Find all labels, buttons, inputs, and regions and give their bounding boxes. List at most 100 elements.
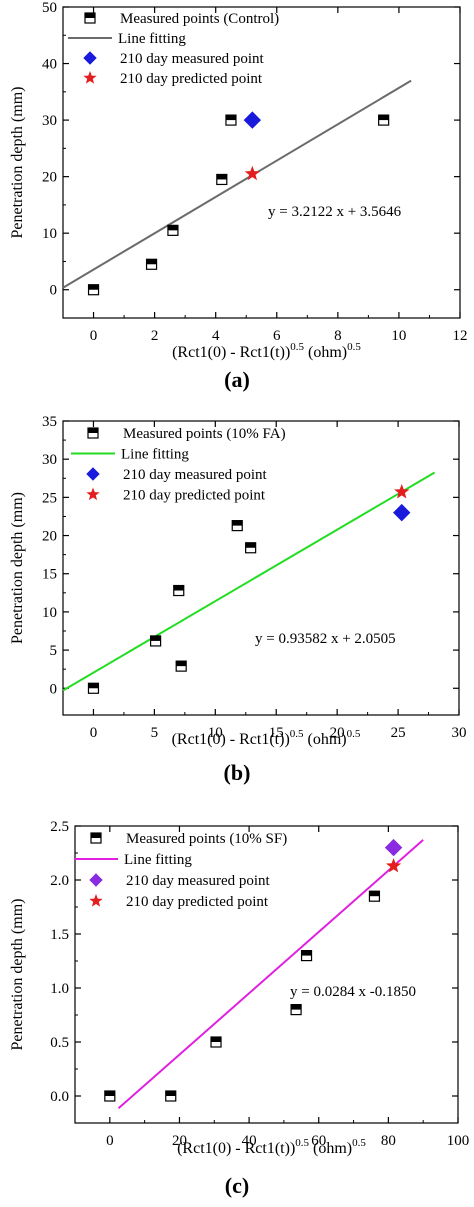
y-axis-label: Penetration depth (mm) bbox=[9, 492, 26, 644]
x-axis-label-unit: (ohm) bbox=[304, 731, 347, 748]
measured-point bbox=[173, 584, 185, 597]
measured-point-fill bbox=[104, 1091, 115, 1096]
measured-point bbox=[245, 542, 257, 554]
measured-point-fill bbox=[378, 115, 389, 121]
legend-day210-predicted-symbol bbox=[83, 71, 97, 84]
x-tick-label: 6 bbox=[273, 328, 281, 344]
fit-line bbox=[62, 79, 412, 289]
measured-point bbox=[231, 520, 243, 532]
measured-point bbox=[225, 114, 237, 126]
panel-label: (a) bbox=[224, 367, 250, 392]
fit-equation: y = 0.93582 x + 2.0505 bbox=[255, 631, 396, 647]
fit-equation: y = 0.0284 x -0.1850 bbox=[290, 984, 416, 1000]
day210-measured-point bbox=[384, 838, 403, 857]
measured-point bbox=[175, 660, 187, 672]
legend-measured-symbol bbox=[84, 12, 96, 24]
y-tick-label: 1.5 bbox=[50, 927, 69, 943]
y-tick-label: 0 bbox=[50, 283, 58, 299]
legend-day210-predicted-symbol bbox=[89, 894, 103, 907]
legend-measured-symbol-fill bbox=[91, 833, 101, 838]
y-tick-label: 40 bbox=[42, 57, 57, 73]
y-tick-label: 0.5 bbox=[50, 1035, 69, 1051]
measured-point bbox=[165, 1090, 177, 1102]
x-tick-label: 25 bbox=[391, 725, 406, 741]
legend-day210-predicted-label: 210 day predicted point bbox=[123, 488, 266, 504]
chart-b-svg: 0 5 10 15 20 25 30 0 5 10 15 20 25 30 35 Penetration de… bbox=[9, 414, 467, 785]
day210-predicted-point bbox=[385, 857, 402, 873]
x-axis-label-sup1: 0.5 bbox=[290, 341, 304, 353]
chart-panel-a: 0 2 4 6 8 10 12 0 10 20 30 40 50 Penetration depth (m… bbox=[0, 0, 474, 400]
day210-measured-point bbox=[393, 503, 411, 522]
measured-point-fill bbox=[88, 284, 99, 290]
y-tick-label: 25 bbox=[42, 490, 57, 506]
measured-point bbox=[87, 284, 100, 296]
fit-line bbox=[117, 839, 424, 1110]
chart-a-svg: 0 2 4 6 8 10 12 0 10 20 30 40 50 Penetration depth (m… bbox=[9, 0, 468, 392]
legend-fit-label: Line fitting bbox=[118, 31, 186, 47]
x-axis-label-unit: (ohm) bbox=[309, 1140, 352, 1157]
x-tick-label: 30 bbox=[452, 725, 467, 741]
x-axis-label-unit: (ohm) bbox=[304, 344, 347, 361]
measured-point-fill bbox=[232, 520, 243, 526]
x-axis-label: (Rct1(0) - Rct1(t))0.5 (ohm)0.5 bbox=[172, 341, 361, 361]
y-axis-label: Penetration depth (mm) bbox=[9, 899, 26, 1051]
measured-point bbox=[104, 1090, 116, 1102]
day210-measured-point bbox=[243, 111, 262, 129]
measured-point bbox=[378, 114, 390, 126]
x-axis-label-main: (Rct1(0) - Rct1(t)) bbox=[177, 1140, 295, 1157]
legend-day210-measured-label: 210 day measured point bbox=[123, 467, 268, 483]
measured-point-fill bbox=[216, 174, 227, 180]
panel-label: (c) bbox=[225, 1173, 249, 1198]
y-tick-label: 20 bbox=[42, 529, 57, 545]
panel-label: (b) bbox=[224, 760, 251, 785]
x-tick-label: 40 bbox=[242, 1133, 257, 1149]
legend-measured-label: Measured points (Control) bbox=[120, 11, 279, 27]
legend-measured-symbol bbox=[87, 427, 99, 439]
measured-point-fill bbox=[167, 225, 178, 231]
x-axis-label-sup1: 0.5 bbox=[295, 1137, 309, 1149]
y-tick-label: 20 bbox=[42, 170, 57, 186]
x-tick-label: 100 bbox=[447, 1133, 470, 1149]
x-tick-label: 20 bbox=[330, 725, 345, 741]
legend-day210-measured-label: 210 day measured point bbox=[120, 51, 265, 67]
fit-line bbox=[62, 471, 436, 692]
plot-frame bbox=[62, 420, 460, 716]
x-tick-label: 8 bbox=[334, 328, 342, 344]
y-tick-label: 10 bbox=[42, 226, 57, 242]
measured-point-fill bbox=[211, 1037, 222, 1042]
y-tick-label: 2.5 bbox=[50, 819, 69, 835]
measured-point bbox=[145, 258, 158, 270]
x-axis-label-sup2: 0.5 bbox=[352, 1137, 366, 1149]
measured-point bbox=[300, 950, 313, 962]
y-tick-label: 35 bbox=[42, 414, 57, 430]
measured-point-fill bbox=[165, 1091, 176, 1096]
measured-point-fill bbox=[301, 950, 312, 956]
measured-point bbox=[368, 890, 381, 902]
x-axis-label-sup2: 0.5 bbox=[347, 341, 361, 353]
y-tick-label: 15 bbox=[42, 567, 57, 583]
y-tick-label: 30 bbox=[42, 113, 57, 129]
chart-panel-b: 0 5 10 15 20 25 30 0 5 10 15 20 25 30 35 Penetration de… bbox=[0, 400, 474, 800]
y-tick-label: 1.0 bbox=[50, 981, 69, 997]
measured-point-fill bbox=[88, 683, 99, 689]
x-tick-label: 4 bbox=[212, 328, 220, 344]
chart-panel-c: 0 20 40 60 80 100 0.0 0.5 1.0 1.5 2.0 2.5 Penetratio… bbox=[0, 800, 474, 1207]
measured-point-fill bbox=[291, 1004, 302, 1010]
measured-point-fill bbox=[150, 635, 161, 641]
measured-point-fill bbox=[245, 542, 256, 548]
legend-measured-symbol-fill bbox=[88, 428, 98, 433]
legend-fit-label: Line fitting bbox=[121, 447, 189, 463]
measured-point bbox=[150, 635, 162, 647]
y-tick-label: 5 bbox=[50, 643, 58, 659]
legend-day210-predicted-symbol bbox=[86, 487, 100, 501]
x-axis-label-main: (Rct1(0) - Rct1(t)) bbox=[172, 344, 290, 361]
plot-frame bbox=[62, 6, 461, 319]
y-axis-label: Penetration depth (mm) bbox=[9, 87, 26, 239]
legend-day210-measured-symbol bbox=[83, 51, 97, 65]
y-tick-label: 0 bbox=[50, 681, 58, 697]
x-tick-label: 12 bbox=[453, 328, 468, 344]
fit-equation: y = 3.2122 x + 3.5646 bbox=[268, 204, 402, 220]
plot-frame bbox=[74, 825, 459, 1124]
y-tick-label: 50 bbox=[42, 0, 57, 16]
x-tick-label: 20 bbox=[172, 1133, 187, 1149]
